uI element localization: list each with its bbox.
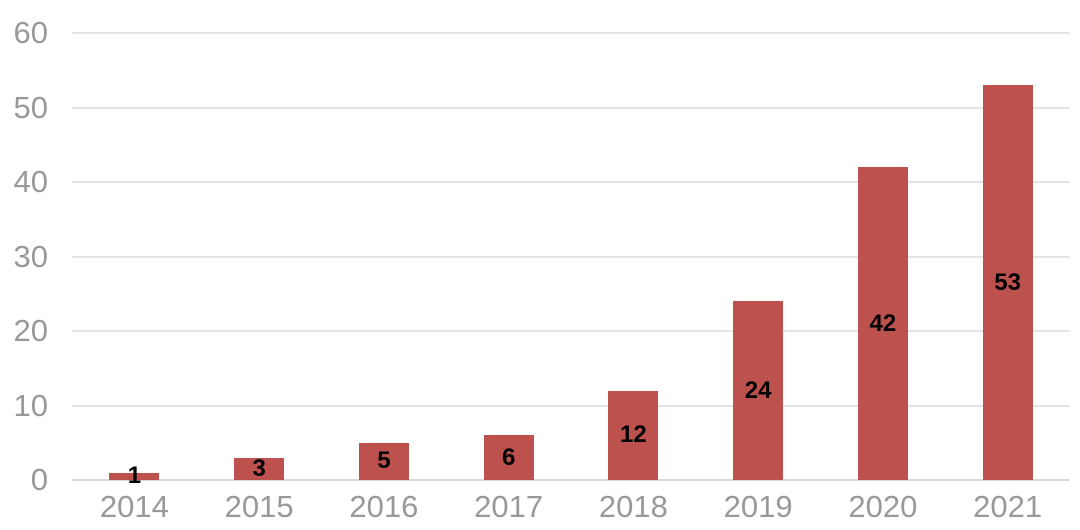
x-axis-tick-label: 2018 <box>598 489 668 524</box>
y-axis-tick-label: 20 <box>13 313 48 348</box>
y-axis-tick-label: 10 <box>13 387 48 423</box>
y-axis-tick-label: 60 <box>13 15 48 50</box>
gridline <box>72 181 1070 183</box>
bar <box>857 167 908 480</box>
x-axis-tick-label: 2021 <box>973 489 1043 524</box>
x-axis-baseline <box>72 479 1070 481</box>
gridline <box>72 255 1070 258</box>
y-axis-tick-label: 50 <box>13 89 48 125</box>
bar <box>234 457 285 480</box>
gridline <box>72 404 1070 407</box>
y-axis-tick-label: 0 <box>30 462 48 497</box>
bar-value-label: 3 <box>252 454 266 482</box>
bar-value-label: 5 <box>377 447 391 475</box>
x-axis-tick-label: 2014 <box>99 489 169 524</box>
bar-value-label: 1 <box>127 462 142 490</box>
bar <box>358 442 409 480</box>
gridline <box>72 32 1070 34</box>
x-axis-tick-label: 2017 <box>474 489 544 524</box>
bar-value-label: 42 <box>869 309 897 337</box>
bar <box>608 390 659 480</box>
bar-value-label: 53 <box>994 268 1021 296</box>
bar <box>733 301 784 480</box>
x-axis-tick-label: 2016 <box>349 489 419 524</box>
x-axis-tick-label: 2020 <box>848 489 918 524</box>
bar-value-label: 6 <box>501 443 516 471</box>
bar-value-label: 12 <box>620 421 647 449</box>
bar-value-label: 24 <box>744 376 772 404</box>
x-axis-tick-label: 2019 <box>723 489 793 524</box>
y-axis-tick-label: 40 <box>13 164 48 199</box>
gridline <box>72 106 1070 109</box>
bar <box>109 472 160 480</box>
x-axis-tick-label: 2015 <box>224 489 294 524</box>
bar <box>483 435 534 480</box>
y-axis-tick-label: 30 <box>13 238 48 274</box>
gridline <box>72 330 1070 332</box>
bar <box>982 85 1033 480</box>
